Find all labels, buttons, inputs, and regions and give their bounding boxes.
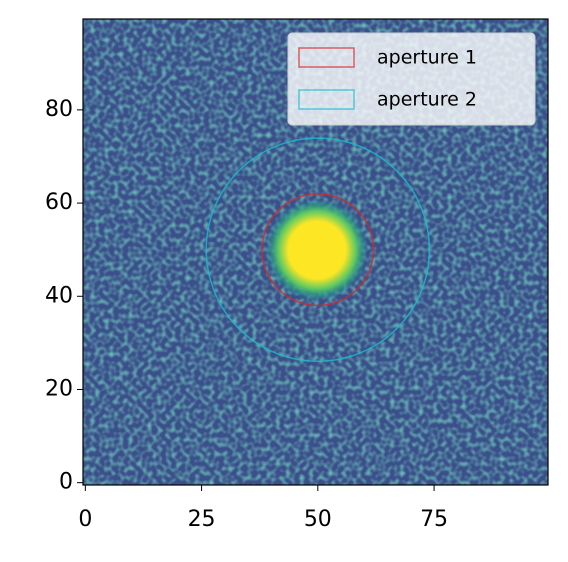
y-tick-label: 40 xyxy=(45,283,73,308)
y-tick-label: 60 xyxy=(45,190,73,215)
y-tick-label: 80 xyxy=(45,97,73,122)
x-tick-label: 25 xyxy=(188,507,216,532)
x-tick-label: 75 xyxy=(420,507,448,532)
aperture-circle xyxy=(261,193,375,307)
aperture-circle xyxy=(205,137,431,363)
legend-swatch xyxy=(298,89,355,110)
legend-label: aperture 1 xyxy=(377,47,477,69)
y-tick-label: 0 xyxy=(59,470,73,495)
axes-frame xyxy=(82,18,549,486)
x-tick-label: 50 xyxy=(304,507,332,532)
legend-swatch xyxy=(298,47,355,68)
x-tick-label: 0 xyxy=(78,507,92,532)
legend: aperture 1 aperture 2 xyxy=(287,32,536,126)
legend-label: aperture 2 xyxy=(377,89,477,111)
y-tick-label: 20 xyxy=(45,376,73,401)
